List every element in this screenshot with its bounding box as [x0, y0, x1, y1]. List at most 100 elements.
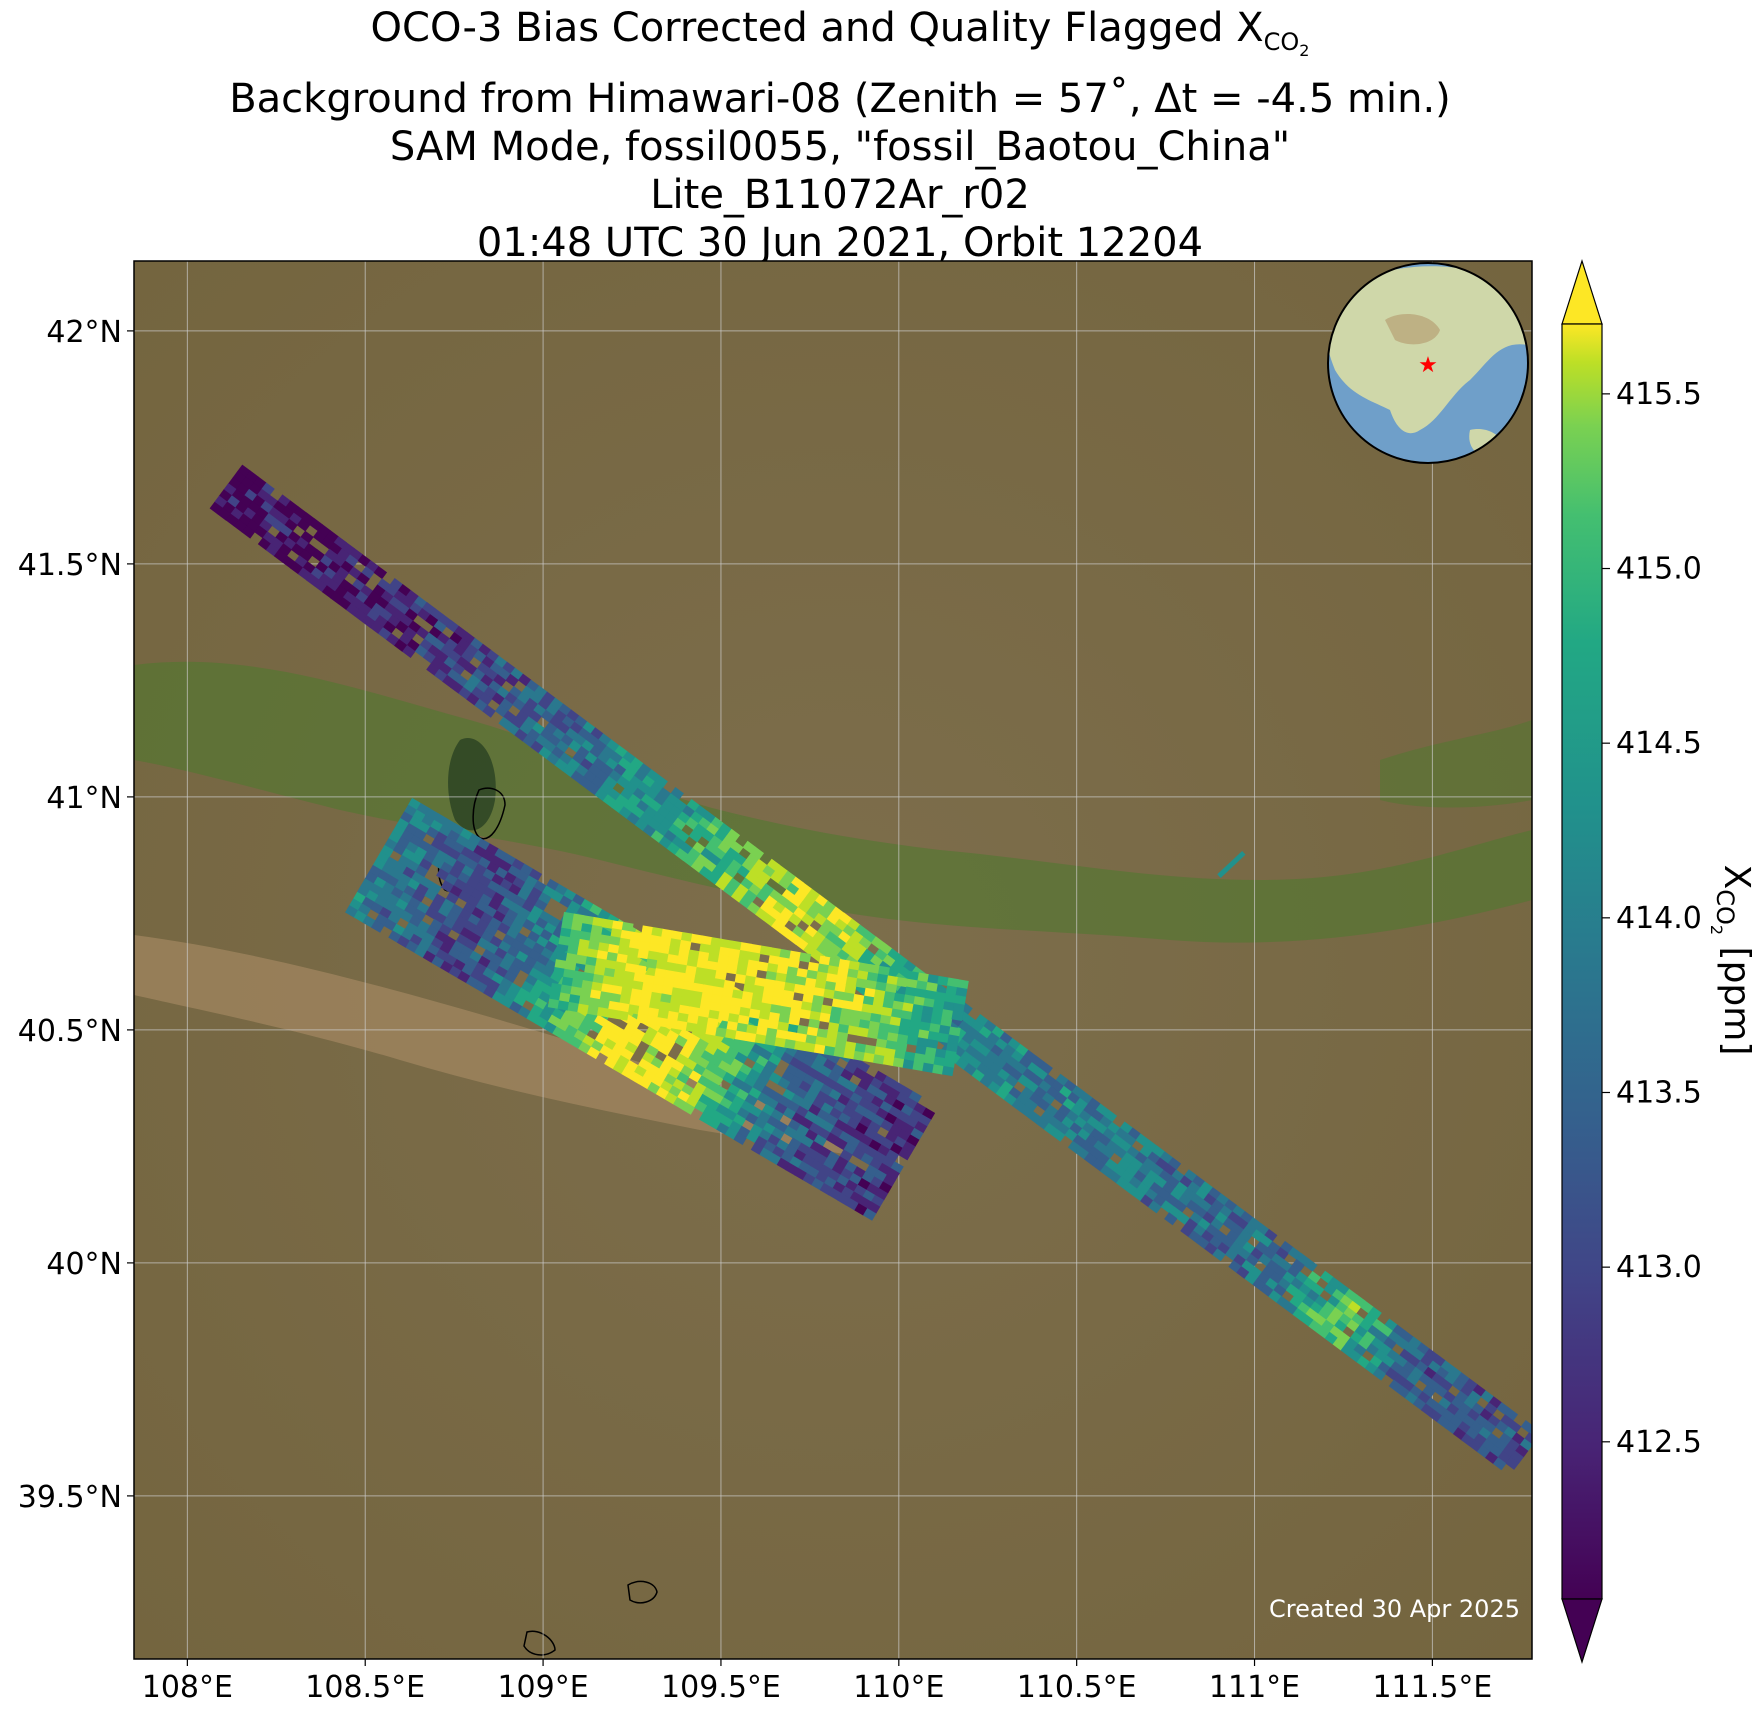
- xco2-sounding-cell: [837, 1023, 850, 1035]
- xco2-sounding-cell: [609, 751, 624, 765]
- xco2-sounding-cell: [430, 937, 445, 950]
- xco2-sounding-cell: [633, 972, 646, 983]
- xco2-sounding-cell: [473, 962, 488, 975]
- xco2-sounding-cell: [312, 530, 327, 544]
- xco2-sounding-cell: [587, 1005, 600, 1016]
- xco2-sounding-cell: [826, 1132, 840, 1146]
- xco2-sounding-cell: [614, 745, 628, 759]
- xco2-sounding-cell: [739, 1082, 754, 1095]
- xco2-sounding-cell: [804, 1110, 818, 1124]
- xco2-sounding-cell: [659, 1080, 674, 1093]
- xco2-sounding-cell: [637, 781, 651, 795]
- xco2-sounding-cell: [775, 1120, 789, 1134]
- xco2-sounding-cell: [406, 859, 420, 873]
- xco2-sounding-cell: [869, 954, 884, 968]
- xco2-sounding-cell: [709, 835, 723, 849]
- xco2-sounding-cell: [978, 1026, 993, 1040]
- xco2-sounding-cell: [1093, 1140, 1107, 1154]
- xco2-sounding-cell: [754, 1135, 769, 1149]
- xco2-sounding-cell: [623, 1023, 638, 1036]
- xco2-sounding-cell: [1069, 1122, 1083, 1136]
- xco2-sounding-cell: [571, 752, 586, 766]
- xco2-sounding-cell: [1433, 1403, 1447, 1417]
- xco2-sounding-cell: [1465, 1427, 1479, 1441]
- xco2-sounding-cell: [1157, 1188, 1171, 1202]
- xco2-sounding-cell: [434, 668, 448, 682]
- xco2-sounding-cell: [722, 1071, 736, 1085]
- colorbar-tick-label: 414.0: [1616, 901, 1702, 936]
- xco2-sounding-cell: [462, 902, 477, 915]
- xco2-sounding-cell: [1125, 1164, 1139, 1178]
- xco2-sounding-cell: [709, 1001, 722, 1013]
- xco2-sounding-cell: [349, 898, 363, 911]
- xco2-sounding-cell: [993, 1056, 1007, 1070]
- xco2-sounding-cell: [376, 851, 390, 865]
- xco2-sounding-cell: [806, 969, 819, 980]
- xco2-sounding-cell: [451, 922, 465, 935]
- xco2-sounding-cell: [240, 476, 255, 490]
- xco2-sounding-cell: [743, 889, 758, 903]
- xco2-sounding-cell: [479, 893, 493, 907]
- xco2-sounding-cell: [548, 934, 562, 947]
- xco2-sounding-cell: [1289, 1295, 1303, 1309]
- xco2-sounding-cell: [815, 943, 830, 957]
- xco2-sounding-cell: [358, 603, 373, 617]
- xco2-sounding-cell: [481, 655, 495, 669]
- xco2-sounding-cell: [681, 1102, 696, 1115]
- xco2-sounding-cell: [583, 770, 597, 784]
- xco2-sounding-cell: [873, 1151, 887, 1164]
- xco2-sounding-cell: [855, 1122, 869, 1136]
- xco2-sounding-cell: [542, 691, 556, 705]
- xco2-sounding-cell: [429, 607, 444, 621]
- xco2-sounding-cell: [808, 1018, 820, 1029]
- xco2-sounding-cell: [777, 1077, 791, 1090]
- xco2-sounding-cell: [512, 876, 526, 890]
- xco2-sounding-cell: [494, 965, 509, 979]
- xco2-sounding-cell: [966, 1026, 980, 1040]
- xco2-sounding-cell: [638, 1076, 652, 1090]
- xco2-sounding-cell: [1037, 1098, 1051, 1112]
- xco2-sounding-cell: [812, 995, 824, 1006]
- xco2-sounding-cell: [983, 1019, 997, 1033]
- xco2-sounding-cell: [1448, 1366, 1462, 1380]
- xco2-sounding-cell: [1159, 1151, 1174, 1165]
- xco2-sounding-cell: [854, 1042, 867, 1054]
- xco2-sounding-cell: [759, 901, 774, 915]
- xco2-sounding-cell: [778, 956, 790, 968]
- xco2-sounding-cell: [538, 910, 553, 924]
- xco2-sounding-cell: [1167, 1157, 1182, 1171]
- xco2-sounding-cell: [535, 935, 550, 949]
- xco2-sounding-cell: [843, 1142, 857, 1156]
- xco2-sounding-cell: [262, 531, 276, 545]
- xco2-sounding-cell: [461, 883, 476, 897]
- xco2-sounding-cell: [418, 858, 433, 871]
- xco2-sounding-cell: [710, 994, 723, 1005]
- xco2-sounding-cell: [580, 898, 594, 912]
- xco2-sounding-cell: [1506, 1438, 1521, 1452]
- xco2-sounding-cell: [578, 938, 591, 950]
- xco2-sounding-cell: [572, 970, 585, 981]
- xco2-sounding-cell: [782, 990, 795, 1001]
- xco2-sounding-cell: [487, 979, 501, 992]
- xco2-sounding-cell: [492, 674, 507, 688]
- xco2-sounding-cell: [412, 908, 426, 922]
- xco2-sounding-cell: [895, 1041, 908, 1052]
- xco2-sounding-cell: [984, 1068, 998, 1082]
- xco2-sounding-cell: [785, 1063, 799, 1077]
- xco2-sounding-cell: [382, 620, 397, 634]
- xco2-sounding-cell: [723, 1090, 737, 1103]
- xco2-sounding-cell: [1505, 1456, 1520, 1470]
- xco2-sounding-cell: [693, 823, 707, 837]
- xco2-sounding-cell: [559, 752, 573, 766]
- xco2-sounding-cell: [464, 662, 478, 676]
- xco2-sounding-cell: [697, 1075, 711, 1088]
- xco2-sounding-cell: [1416, 1342, 1430, 1356]
- xco2-sounding-cell: [752, 984, 765, 996]
- xco2-sounding-cell: [299, 549, 313, 563]
- xco2-sounding-cell: [780, 1051, 794, 1065]
- xco2-sounding-cell: [609, 936, 622, 947]
- xco2-sounding-cell: [999, 1031, 1013, 1045]
- xco2-sounding-cell: [902, 1002, 915, 1013]
- xco2-sounding-cell: [313, 579, 328, 593]
- xco2-sounding-cell: [805, 1147, 820, 1161]
